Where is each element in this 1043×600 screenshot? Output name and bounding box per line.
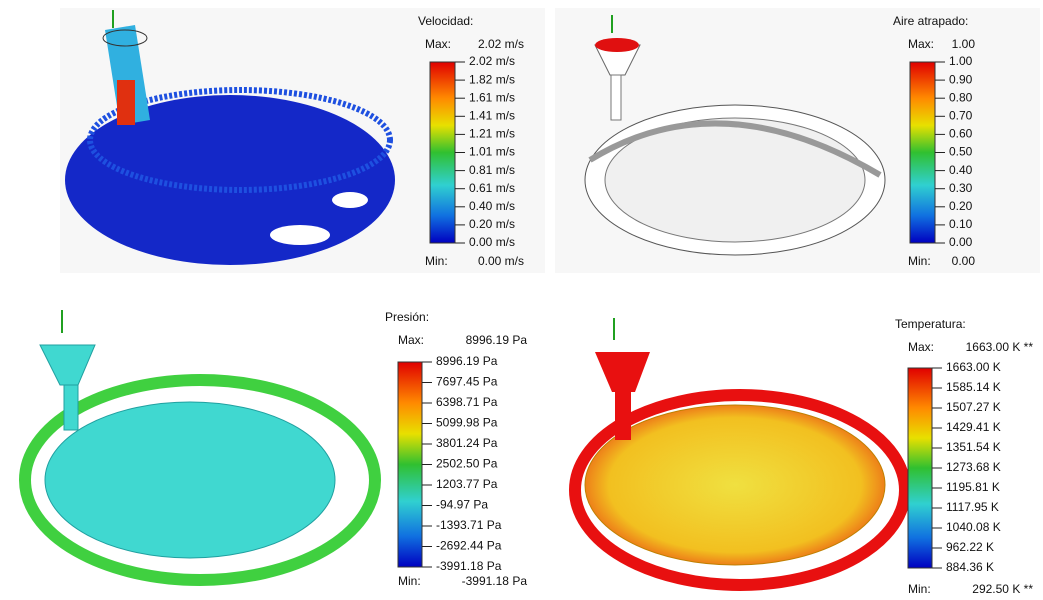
min-label: Min: (908, 582, 931, 596)
min-value: 0.00 m/s (478, 254, 524, 268)
tick-label: 0.80 (949, 90, 973, 104)
min-label: Min: (908, 254, 931, 268)
max-label: Max: (908, 340, 934, 354)
tick-label: 0.70 (949, 108, 973, 122)
tick-label: 6398.71 Pa (436, 395, 498, 409)
tick-label: 0.00 (949, 235, 973, 249)
figure: Velocidad: Max: 2.02 m/s 2.02 m/s 1.82 m/s 1.… (0, 0, 1043, 600)
render-pressure (25, 310, 375, 580)
tick-label: -2692.44 Pa (436, 539, 502, 553)
tick-label: 0.20 m/s (469, 217, 515, 231)
tick-label: 1117.95 K (946, 500, 999, 514)
tick-label: 0.50 (949, 145, 973, 159)
tick-label: 0.60 (949, 127, 973, 141)
legend-title: Temperatura: (895, 317, 966, 331)
min-label: Min: (425, 254, 448, 268)
legend-title: Velocidad: (418, 14, 473, 28)
tick-label: 1203.77 Pa (436, 477, 498, 491)
max-label: Max: (908, 37, 934, 51)
max-label: Max: (425, 37, 451, 51)
tick-label: 1.00 (949, 54, 973, 68)
tick-label: 1195.81 K (946, 480, 1000, 494)
max-value: 1663.00 K ** (966, 340, 1034, 354)
tick-label: 0.90 (949, 72, 973, 86)
tick-label: 1351.54 K (946, 440, 1001, 454)
legend-title: Presión: (385, 310, 429, 324)
tick-label: 1040.08 K (946, 520, 1001, 534)
tick-label: 0.40 m/s (469, 199, 515, 213)
min-value: -3991.18 Pa (462, 574, 528, 588)
tick-label: 7697.45 Pa (436, 375, 498, 389)
tick-label: 884.36 K (946, 560, 994, 574)
max-value: 2.02 m/s (478, 37, 524, 51)
tick-label: 1.82 m/s (469, 72, 515, 86)
color-scale (908, 368, 932, 568)
tick-label: 3801.24 Pa (436, 436, 498, 450)
tick-label: 0.61 m/s (469, 181, 515, 195)
max-value: 8996.19 Pa (466, 333, 528, 347)
tick-label: 1663.00 K (946, 360, 1001, 374)
render-temperature (575, 318, 905, 585)
tick-label: 962.22 K (946, 540, 994, 554)
tick-label: 8996.19 Pa (436, 354, 498, 368)
max-value: 1.00 (952, 37, 976, 51)
tick-label: 1273.68 K (946, 460, 1001, 474)
color-scale (398, 362, 422, 567)
tick-label: 1429.41 K (946, 420, 1001, 434)
tick-label: 1.61 m/s (469, 90, 515, 104)
max-label: Max: (398, 333, 424, 347)
color-scale (910, 62, 935, 243)
tick-label: 0.10 (949, 217, 973, 231)
tick-label: 2.02 m/s (469, 54, 515, 68)
tick-label: 1.41 m/s (469, 108, 515, 122)
tick-label: -3991.18 Pa (436, 559, 502, 573)
min-label: Min: (398, 574, 421, 588)
tick-label: 1507.27 K (946, 400, 1001, 414)
tick-label: 1.01 m/s (469, 145, 515, 159)
tick-label: 5099.98 Pa (436, 416, 498, 430)
tick-label: 0.20 (949, 199, 973, 213)
tick-label: 0.30 (949, 181, 973, 195)
tick-label: 0.00 m/s (469, 235, 515, 249)
tick-label: -94.97 Pa (436, 498, 488, 512)
tick-label: 0.40 (949, 163, 973, 177)
tick-label: 0.81 m/s (469, 163, 515, 177)
min-value: 292.50 K ** (972, 582, 1033, 596)
tick-label: 1585.14 K (946, 380, 1001, 394)
min-value: 0.00 (952, 254, 976, 268)
color-scale (430, 62, 455, 243)
legend-title: Aire atrapado: (893, 14, 968, 28)
tick-label: 1.21 m/s (469, 127, 515, 141)
tick-label: -1393.71 Pa (436, 518, 502, 532)
tick-label: 2502.50 Pa (436, 457, 498, 471)
